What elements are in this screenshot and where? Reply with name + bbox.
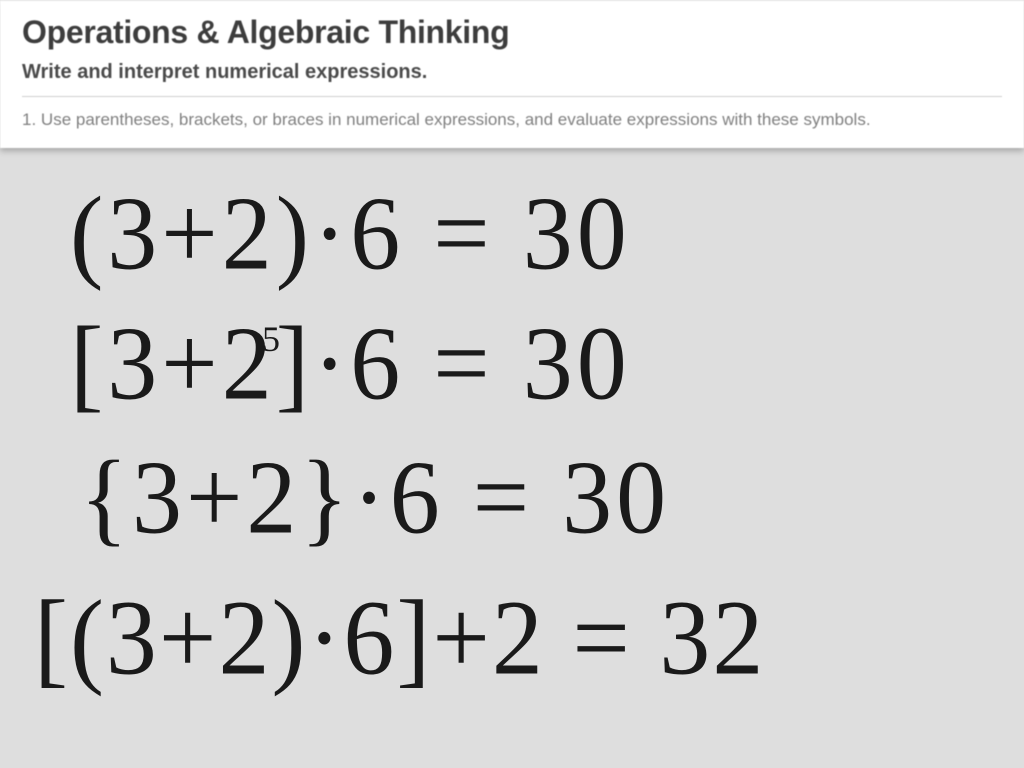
standard-text: 1. Use parentheses, brackets, or braces …: [22, 109, 1002, 132]
page-subtitle: Write and interpret numerical expression…: [22, 61, 1002, 84]
handwriting-line-4: [(3+2)·6]+2 = 32: [34, 577, 765, 700]
handwriting-line-1: (3+2)·6 = 30: [70, 173, 631, 294]
header-card: Operations & Algebraic Thinking Write an…: [0, 0, 1024, 148]
handwriting-annotation-5: 5: [262, 318, 280, 360]
page-title: Operations & Algebraic Thinking: [22, 14, 1002, 51]
work-area: (3+2)·6 = 30 [3+2]·6 = 30 5 {3+2}·6 = 30…: [0, 148, 1024, 768]
divider: [22, 96, 1002, 97]
standard-body: Use parentheses, brackets, or braces in …: [41, 110, 871, 129]
handwriting-line-2: [3+2]·6 = 30: [70, 303, 631, 424]
handwriting-line-3: {3+2}·6 = 30: [80, 437, 670, 558]
standard-number: 1.: [22, 110, 36, 129]
